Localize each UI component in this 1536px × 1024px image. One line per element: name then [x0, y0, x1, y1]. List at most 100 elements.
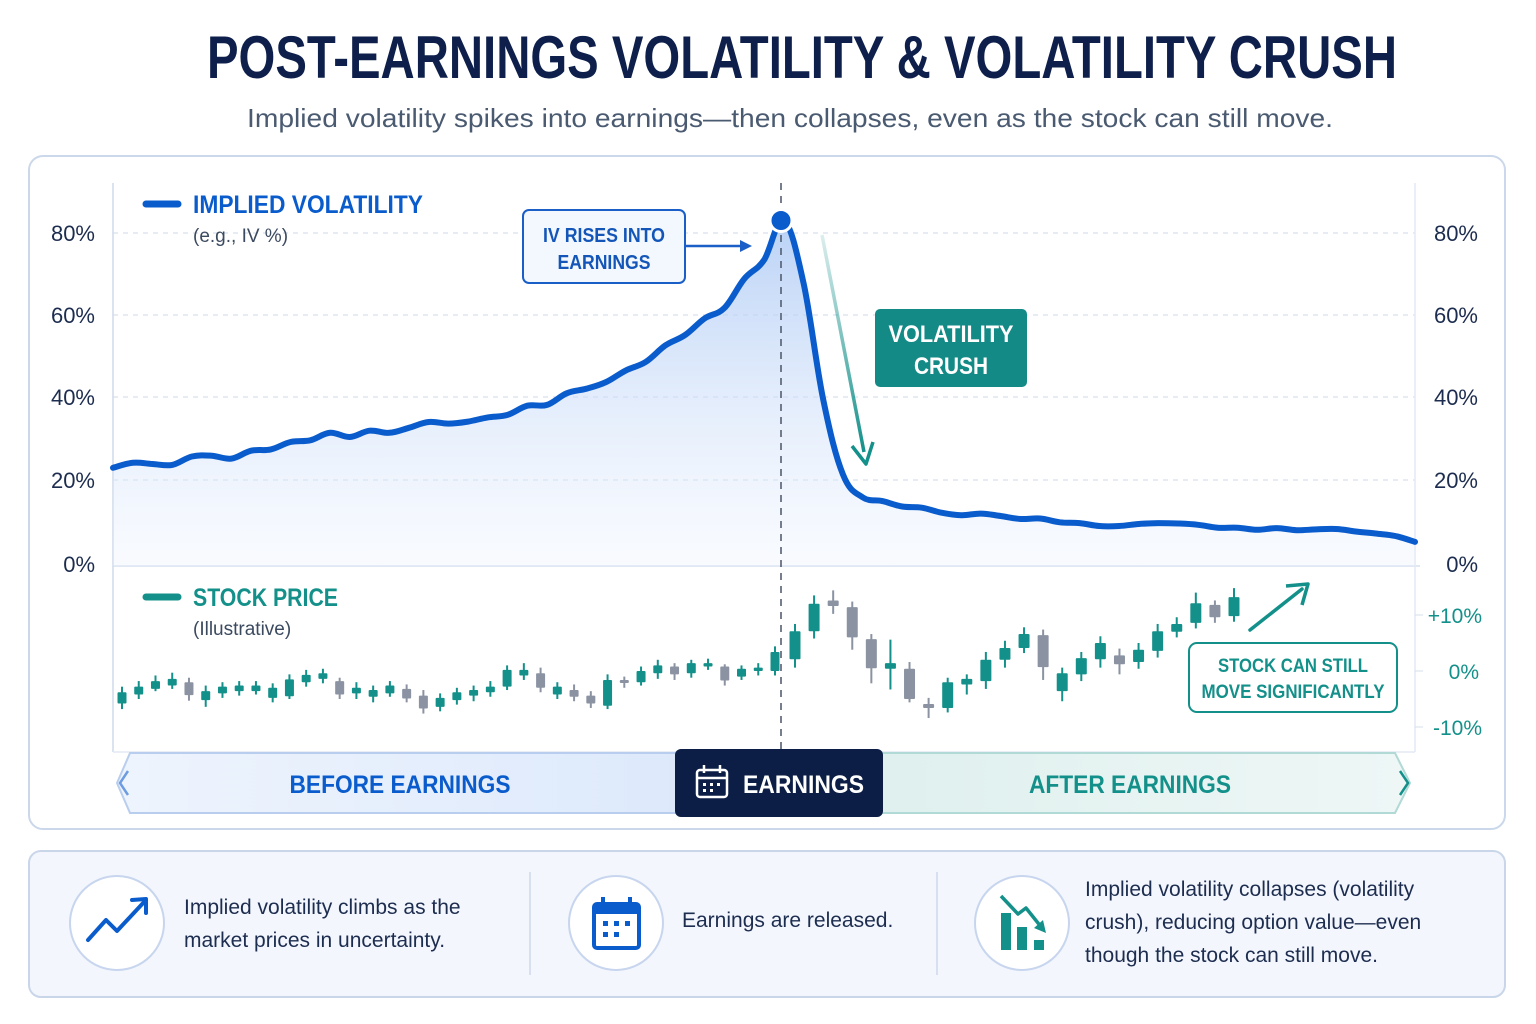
candle-body: [1056, 673, 1068, 692]
candle-before: [150, 675, 160, 692]
stock-move-callout: STOCK CAN STILL MOVE SIGNIFICANTLY: [1188, 582, 1398, 713]
candle-body: [217, 686, 227, 694]
candle-body: [942, 682, 954, 708]
crush-arrowhead-icon: [850, 441, 875, 466]
iv-tick-label: 20%: [51, 468, 95, 493]
candle-after: [1094, 636, 1106, 668]
iv-rise-callout: IV RISES INTO EARNINGS: [522, 209, 752, 284]
candle-body: [770, 651, 780, 671]
candle-body: [703, 663, 713, 667]
candle-body: [251, 685, 261, 692]
candle-after: [1190, 592, 1202, 629]
summary-item-earnings: Earnings are released.: [568, 875, 893, 971]
candle-before: [686, 659, 696, 678]
candle-before: [301, 669, 311, 687]
stock-candles: [117, 588, 1240, 719]
summary-text: crush), reducing option value—even: [1085, 911, 1421, 934]
iv-line: [110, 217, 1418, 545]
candle-body: [519, 669, 529, 676]
candle-body: [789, 631, 801, 660]
candle-body: [753, 667, 763, 671]
candle-body: [653, 665, 663, 674]
candle-after: [999, 640, 1011, 668]
candle-before: [753, 663, 763, 676]
candle-body: [1094, 643, 1106, 660]
trending-up-icon: [86, 897, 148, 942]
candle-body: [586, 695, 596, 704]
candle-after: [884, 639, 896, 690]
candle-body: [167, 678, 177, 686]
candle-body: [1171, 623, 1183, 632]
summary-panel: [28, 850, 1506, 998]
candle-body: [184, 682, 194, 696]
summary-item-crush: Implied volatility collapses (volatility…: [974, 875, 1421, 971]
candle-after: [1152, 623, 1164, 658]
candle-before: [670, 663, 680, 680]
candle-body: [201, 691, 211, 701]
candle-before: [737, 665, 747, 680]
candle-body: [1075, 658, 1087, 675]
candle-body: [569, 690, 579, 697]
candle-before: [653, 659, 663, 679]
candle-after: [1056, 667, 1068, 702]
candle-body: [904, 668, 916, 699]
candle-before: [603, 674, 613, 710]
candle-body: [335, 681, 345, 695]
stock-axis-right: +10% 0% -10%: [1415, 605, 1482, 740]
candle-body: [435, 697, 445, 707]
callout-text: STOCK CAN STILL: [1218, 656, 1368, 677]
iv-tick-label: 40%: [51, 385, 95, 410]
before-earnings-label: BEFORE EARNINGS: [290, 771, 511, 799]
candle-body: [980, 659, 992, 682]
before-earnings-band: [115, 752, 681, 814]
candle-before: [167, 672, 177, 689]
candle-body: [485, 686, 495, 693]
candle-after: [1133, 643, 1145, 669]
candle-body: [1152, 631, 1164, 651]
candle-before: [485, 681, 495, 697]
candle-before: [636, 666, 646, 686]
candle-before: [134, 681, 144, 699]
candle-body: [368, 690, 378, 697]
candle-before: [217, 682, 227, 698]
candle-before: [536, 667, 546, 693]
candle-before: [552, 682, 562, 699]
iv-tick-label: 40%: [1434, 385, 1478, 410]
candle-before: [402, 684, 412, 703]
chevron-left-icon: [118, 770, 130, 796]
candle-body: [865, 639, 877, 669]
candle-body: [808, 603, 820, 632]
candle-before: [452, 687, 462, 705]
callout-text: MOVE SIGNIFICANTLY: [1202, 682, 1385, 703]
candle-body: [1228, 597, 1240, 617]
iv-legend-note: (e.g., IV %): [193, 226, 288, 247]
candle-body: [720, 666, 730, 681]
candle-before: [502, 665, 512, 691]
candle-body: [999, 648, 1011, 660]
candle-before: [201, 685, 211, 707]
candle-before: [318, 668, 328, 684]
candle-before: [335, 677, 345, 699]
candle-after: [961, 674, 973, 695]
stock-legend-label: STOCK PRICE: [193, 584, 338, 612]
candle-body: [284, 679, 294, 697]
summary-text: Implied volatility collapses (volatility: [1085, 878, 1415, 901]
candle-body: [117, 692, 127, 704]
candle-before: [435, 693, 445, 712]
candle-body: [827, 600, 839, 607]
candle-body: [452, 692, 462, 701]
iv-tick-label: 80%: [51, 221, 95, 246]
candle-after: [904, 662, 916, 703]
candle-after: [1037, 629, 1049, 680]
candle-body: [150, 681, 160, 689]
iv-peak-marker: [768, 208, 794, 234]
iv-tick-label: 80%: [1434, 221, 1478, 246]
candle-body: [1018, 634, 1030, 649]
candle-after: [1018, 627, 1030, 654]
iv-area-fill: [113, 220, 1415, 566]
candle-body: [1190, 603, 1202, 623]
candle-after: [1228, 588, 1240, 622]
crush-arrow-icon: [820, 234, 866, 453]
candle-body: [385, 685, 395, 694]
